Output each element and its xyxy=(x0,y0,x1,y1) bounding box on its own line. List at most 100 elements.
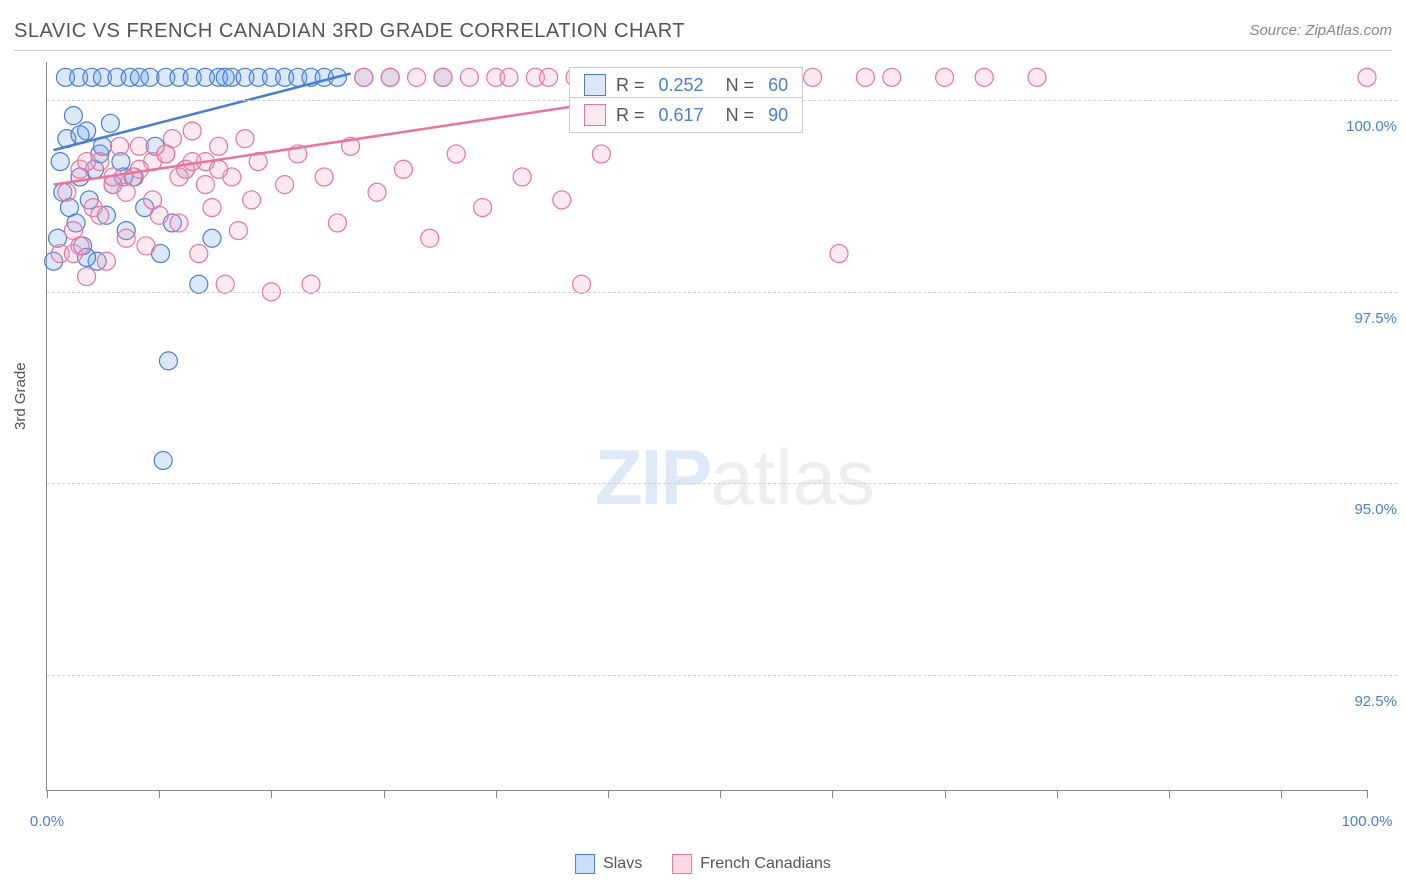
chart-header: SLAVIC VS FRENCH CANADIAN 3RD GRADE CORR… xyxy=(14,20,1392,50)
x-tick xyxy=(1367,790,1368,798)
scatter-point xyxy=(381,68,399,86)
scatter-point xyxy=(434,68,452,86)
scatter-point xyxy=(64,107,82,125)
scatter-point xyxy=(355,68,373,86)
scatter-point xyxy=(315,168,333,186)
correlation-legend-row: R = 0.617 N = 90 xyxy=(569,97,803,133)
scatter-point xyxy=(78,153,96,171)
scatter-point xyxy=(117,229,135,247)
x-tick xyxy=(496,790,497,798)
scatter-point xyxy=(170,168,188,186)
scatter-point xyxy=(130,160,148,178)
x-tick xyxy=(47,790,48,798)
scatter-point xyxy=(243,191,261,209)
legend-r-value: 0.617 xyxy=(659,105,704,126)
scatter-point xyxy=(117,183,135,201)
y-tick-label: 92.5% xyxy=(1317,693,1397,710)
scatter-point xyxy=(553,191,571,209)
scatter-point xyxy=(883,68,901,86)
chart-source: Source: ZipAtlas.com xyxy=(1249,22,1392,39)
scatter-svg xyxy=(47,62,1367,790)
scatter-point xyxy=(474,199,492,217)
scatter-point xyxy=(190,245,208,263)
x-tick xyxy=(1057,790,1058,798)
gridline xyxy=(47,292,1397,293)
scatter-point xyxy=(421,229,439,247)
scatter-point xyxy=(408,68,426,86)
scatter-point xyxy=(144,191,162,209)
scatter-point xyxy=(111,137,129,155)
scatter-point xyxy=(196,176,214,194)
x-tick xyxy=(1281,790,1282,798)
x-tick xyxy=(945,790,946,798)
x-tick xyxy=(832,790,833,798)
x-tick xyxy=(608,790,609,798)
scatter-point xyxy=(51,153,69,171)
y-tick-label: 95.0% xyxy=(1317,501,1397,518)
scatter-point xyxy=(394,160,412,178)
x-tick xyxy=(384,790,385,798)
scatter-point xyxy=(368,183,386,201)
gridline xyxy=(47,483,1397,484)
legend-n-label: N = xyxy=(726,105,755,126)
scatter-point xyxy=(328,214,346,232)
scatter-point xyxy=(210,137,228,155)
scatter-point xyxy=(592,145,610,163)
scatter-point xyxy=(210,160,228,178)
x-tick xyxy=(720,790,721,798)
scatter-point xyxy=(137,237,155,255)
legend-swatch xyxy=(575,854,595,874)
x-tick xyxy=(271,790,272,798)
scatter-point xyxy=(170,214,188,232)
gridline xyxy=(47,675,1397,676)
legend-label: Slavs xyxy=(603,855,642,873)
scatter-point xyxy=(447,145,465,163)
scatter-point xyxy=(856,68,874,86)
scatter-point xyxy=(71,237,89,255)
scatter-point xyxy=(975,68,993,86)
scatter-point xyxy=(540,68,558,86)
bottom-legend-item: French Canadians xyxy=(672,854,831,874)
x-tick xyxy=(159,790,160,798)
scatter-point xyxy=(157,145,175,163)
legend-r-value: 0.252 xyxy=(659,75,704,96)
legend-r-label: R = xyxy=(616,105,645,126)
scatter-point xyxy=(91,206,109,224)
bottom-legend-item: Slavs xyxy=(575,854,642,874)
header-divider xyxy=(14,50,1392,51)
scatter-point xyxy=(1358,68,1376,86)
y-axis-label: 3rd Grade xyxy=(12,362,29,430)
scatter-point xyxy=(130,137,148,155)
scatter-point xyxy=(236,130,254,148)
scatter-point xyxy=(804,68,822,86)
scatter-point xyxy=(302,275,320,293)
scatter-point xyxy=(936,68,954,86)
scatter-point xyxy=(203,199,221,217)
x-tick xyxy=(1169,790,1170,798)
legend-swatch xyxy=(584,74,606,96)
legend-n-value: 90 xyxy=(768,105,788,126)
legend-r-label: R = xyxy=(616,75,645,96)
scatter-point xyxy=(276,176,294,194)
scatter-point xyxy=(159,352,177,370)
legend-n-value: 60 xyxy=(768,75,788,96)
scatter-point xyxy=(78,268,96,286)
bottom-legend: Slavs French Canadians xyxy=(575,854,831,874)
scatter-point xyxy=(830,245,848,263)
scatter-point xyxy=(229,222,247,240)
x-tick-label: 100.0% xyxy=(1342,813,1393,830)
x-tick-label: 0.0% xyxy=(30,813,64,830)
legend-label: French Canadians xyxy=(700,855,831,873)
scatter-point xyxy=(500,68,518,86)
scatter-point xyxy=(101,114,119,132)
scatter-point xyxy=(183,122,201,140)
scatter-point xyxy=(216,275,234,293)
legend-swatch xyxy=(672,854,692,874)
scatter-point xyxy=(1028,68,1046,86)
scatter-point xyxy=(513,168,531,186)
legend-swatch xyxy=(584,104,606,126)
scatter-point xyxy=(154,451,172,469)
scatter-point xyxy=(97,252,115,270)
y-tick-label: 100.0% xyxy=(1317,118,1397,135)
scatter-point xyxy=(58,183,76,201)
